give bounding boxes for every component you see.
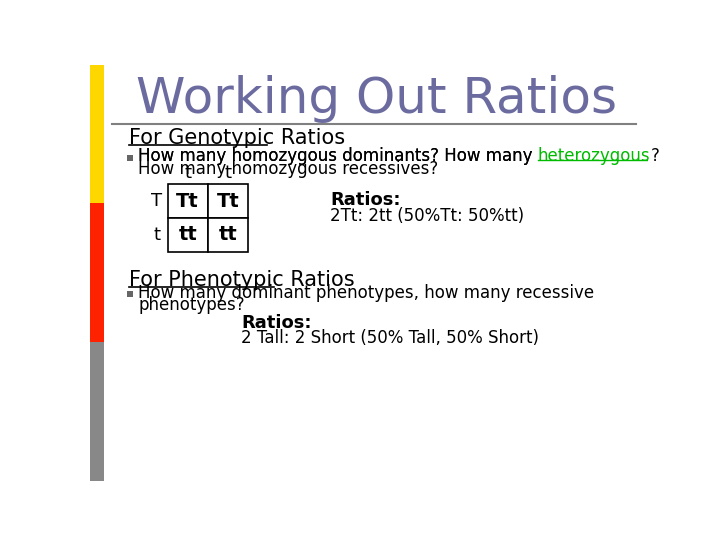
Bar bbox=[90, 65, 104, 204]
Bar bbox=[127, 291, 133, 298]
Text: t: t bbox=[225, 164, 231, 183]
Text: Working Out Ratios: Working Out Ratios bbox=[136, 76, 617, 124]
Text: How many dominant phenotypes, how many recessive: How many dominant phenotypes, how many r… bbox=[138, 284, 594, 302]
Text: phenotypes?: phenotypes? bbox=[138, 296, 245, 314]
Text: 2Tt: 2tt (50%Tt: 50%tt): 2Tt: 2tt (50%Tt: 50%tt) bbox=[330, 207, 524, 226]
Bar bbox=[90, 204, 104, 342]
Text: T: T bbox=[151, 192, 162, 210]
Text: ?: ? bbox=[650, 147, 660, 165]
Text: heterozygous: heterozygous bbox=[538, 147, 650, 165]
Bar bbox=[208, 218, 248, 252]
Text: t: t bbox=[184, 164, 191, 183]
Text: For Phenotypic Ratios: For Phenotypic Ratios bbox=[129, 271, 354, 291]
Text: How many homozygous dominants? How many: How many homozygous dominants? How many bbox=[138, 147, 538, 165]
Text: For Genotypic Ratios: For Genotypic Ratios bbox=[129, 128, 345, 148]
Bar bbox=[168, 218, 208, 252]
Text: How many homozygous dominants? How many: How many homozygous dominants? How many bbox=[138, 147, 538, 165]
Text: t: t bbox=[153, 226, 160, 244]
Text: How many homozygous recessives?: How many homozygous recessives? bbox=[138, 160, 438, 178]
Bar bbox=[127, 155, 133, 161]
Text: Ratios:: Ratios: bbox=[241, 314, 312, 332]
Bar bbox=[90, 342, 104, 481]
Bar bbox=[208, 184, 248, 218]
Text: Tt: Tt bbox=[217, 192, 239, 211]
Text: tt: tt bbox=[219, 226, 238, 245]
Text: tt: tt bbox=[179, 226, 197, 245]
Text: Tt: Tt bbox=[176, 192, 199, 211]
Text: Ratios:: Ratios: bbox=[330, 191, 401, 208]
Text: 2 Tall: 2 Short (50% Tall, 50% Short): 2 Tall: 2 Short (50% Tall, 50% Short) bbox=[241, 329, 539, 347]
Bar bbox=[168, 184, 208, 218]
